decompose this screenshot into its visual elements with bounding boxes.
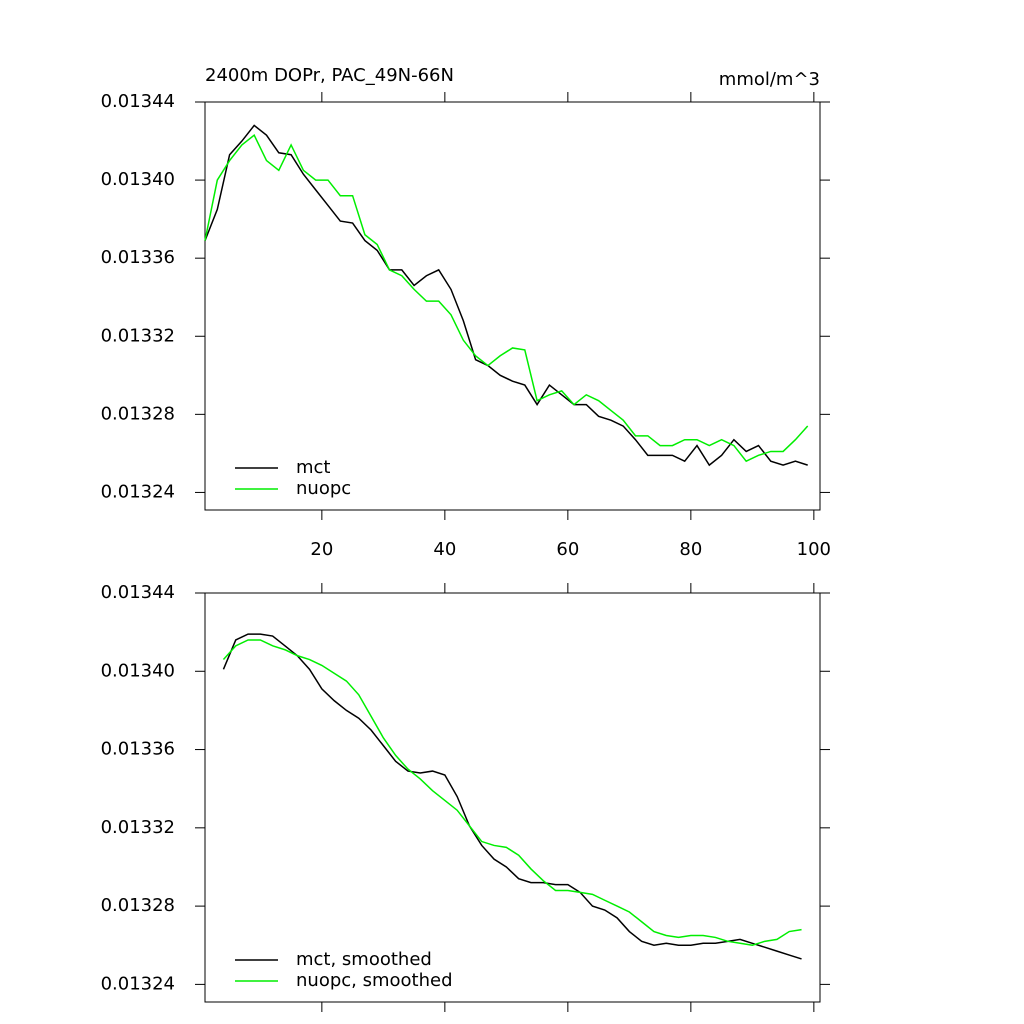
x-tick-label: 40 <box>433 539 456 560</box>
chart-title: 2400m DOPr, PAC_49N-66N <box>205 65 454 86</box>
series-line <box>222 639 802 947</box>
units-label: mmol/m^3 <box>719 69 820 90</box>
y-tick-label: 0.01324 <box>101 481 175 502</box>
series-line <box>204 134 809 463</box>
legend-label: nuopc <box>296 478 351 499</box>
plot-frame <box>204 592 821 1003</box>
y-tick-label: 0.01328 <box>101 403 175 424</box>
series-line <box>204 124 808 467</box>
y-tick-label: 0.01332 <box>101 325 175 346</box>
x-tick-label: 100 <box>797 539 831 560</box>
y-tick-label: 0.01340 <box>101 169 175 190</box>
y-tick-label: 0.01340 <box>101 660 175 681</box>
x-tick-label: 60 <box>556 539 579 560</box>
legend-label: mct <box>296 457 331 478</box>
x-tick-label: 80 <box>679 539 702 560</box>
y-tick-label: 0.01336 <box>101 739 175 760</box>
y-tick-label: 0.01344 <box>101 582 175 603</box>
legend-label: nuopc, smoothed <box>296 970 453 991</box>
y-tick-label: 0.01332 <box>101 817 175 838</box>
y-tick-label: 0.01324 <box>101 973 175 994</box>
x-tick-label: 20 <box>310 539 333 560</box>
y-tick-label: 0.01344 <box>101 91 175 112</box>
series-line <box>222 633 802 960</box>
y-tick-label: 0.01328 <box>101 895 175 916</box>
plot-frame <box>204 101 821 511</box>
legend-label: mct, smoothed <box>296 949 432 970</box>
y-tick-label: 0.01336 <box>101 247 175 268</box>
